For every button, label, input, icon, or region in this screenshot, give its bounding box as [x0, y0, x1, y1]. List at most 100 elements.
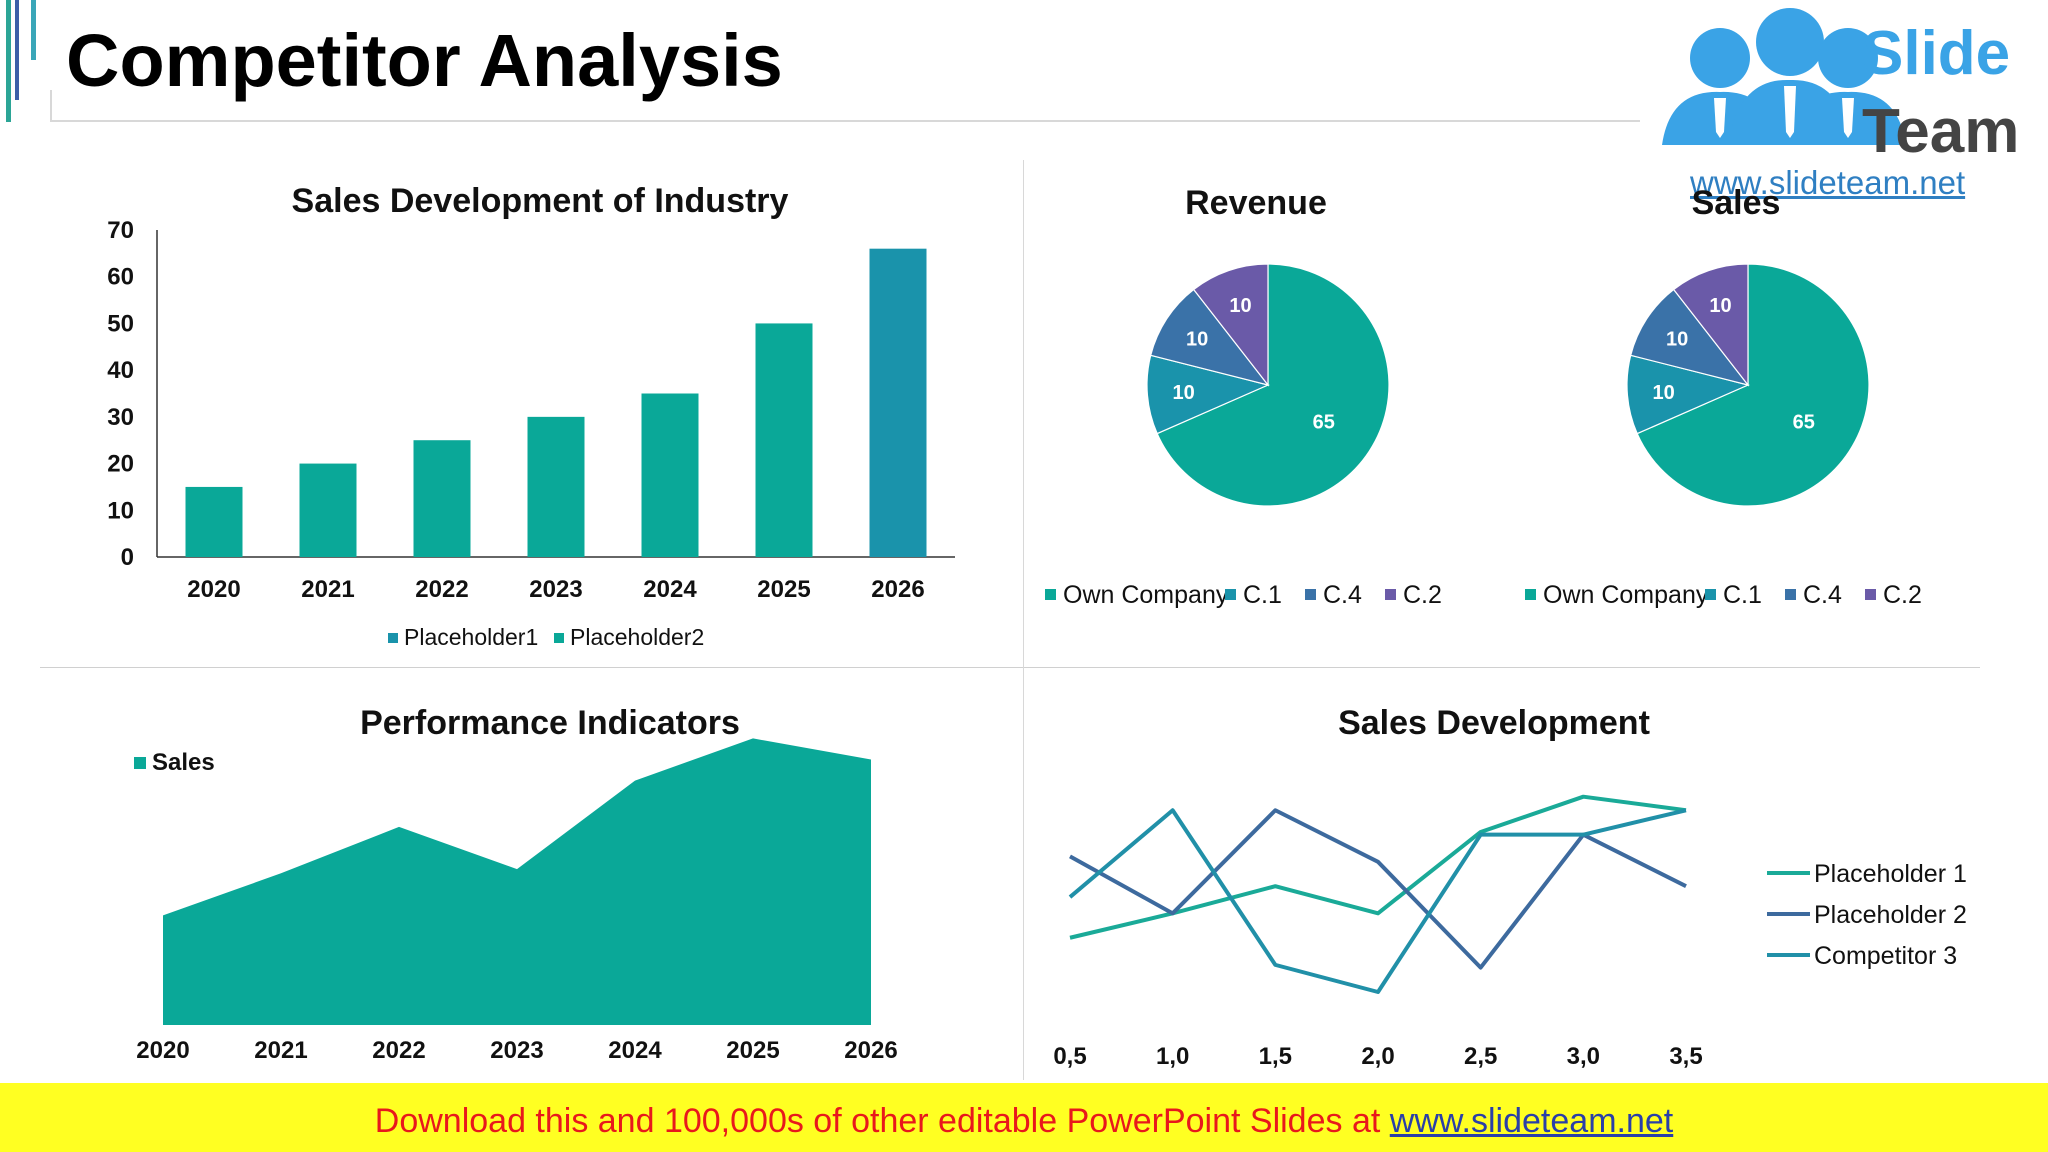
- bar-legend-swatch-1: [388, 633, 398, 643]
- bar-legend-label-2: Placeholder2: [570, 624, 704, 650]
- revenue-pie-data-label-2: 10: [1172, 382, 1194, 404]
- logo-url-link[interactable]: www.slideteam.net: [1690, 164, 1966, 201]
- area-x-tick-label: 2021: [254, 1037, 307, 1064]
- line-x-tick-label: 2,0: [1361, 1043, 1394, 1070]
- revenue-pie-legend-swatch-3: [1305, 589, 1316, 600]
- area-x-tick-label: 2024: [608, 1037, 662, 1064]
- bar-2024-2: [641, 393, 699, 557]
- sales-pie-slice-4: [1672, 263, 1749, 387]
- revenue-pie-slice-1: [1156, 263, 1390, 507]
- bar-2026-1: [869, 248, 927, 557]
- bar-chart-title: Sales Development of Industry: [291, 182, 789, 220]
- banner-message: Download this and 100,000s of other edit…: [374, 1102, 1390, 1140]
- bar-x-tick-label: 2024: [643, 576, 697, 603]
- area-x-tick-label: 2026: [844, 1037, 897, 1064]
- logo-text-slide: Slide: [1862, 19, 2011, 88]
- sales-pie-slice-3: [1629, 288, 1750, 387]
- title-divider-vertical: [50, 90, 52, 122]
- bar-legend-label-1: Placeholder1: [404, 624, 538, 650]
- line-x-tick-label: 2,5: [1464, 1043, 1497, 1070]
- line-x-tick-label: 1,0: [1156, 1043, 1189, 1070]
- sales-pie-legend-label-4: C.2: [1883, 581, 1922, 609]
- revenue-pie-legend-label-2: C.1: [1243, 581, 1282, 609]
- bar-legend-swatch-2: [554, 633, 564, 643]
- bar-2020-2: [185, 486, 243, 557]
- revenue-pie-title: Revenue: [1185, 184, 1327, 222]
- sales-pie-legend-label-3: C.4: [1803, 581, 1842, 609]
- quadrant-divider-horizontal: [40, 667, 1980, 668]
- sales-pie-data-label-1: 65: [1793, 411, 1815, 433]
- sales-pie-legend-swatch-3: [1785, 589, 1796, 600]
- revenue-pie-legend-swatch-2: [1225, 589, 1236, 600]
- slideteam-logo[interactable]: [1640, 0, 2048, 198]
- revenue-pie-data-label-4: 10: [1229, 295, 1251, 317]
- bar-y-tick-label: 10: [107, 497, 134, 524]
- area-x-tick-label: 2020: [136, 1037, 189, 1064]
- bar-y-tick-label: 20: [107, 451, 134, 478]
- logo-text-team: Team: [1862, 97, 2020, 166]
- bar-y-tick-label: 0: [121, 544, 134, 571]
- quadrant-divider-vertical: [1023, 160, 1024, 1080]
- bar-chart: 0 10 20 30 40 50 60 70 2020 2021 2022 2023 2024 2025 2…: [107, 217, 955, 650]
- line-chart: 0,5 1,0 1,5 2,0 2,5 3,0 3,5 Placeholder 1 Placeh…: [1053, 794, 1967, 1070]
- revenue-pie-slice-2: [1146, 354, 1270, 435]
- revenue-pie-legend-swatch-1: [1045, 589, 1056, 600]
- area-legend-swatch: [134, 757, 146, 769]
- revenue-pie-chart: 65 10 10 10 Own Company C.1 C.4 C.2: [1045, 263, 1442, 609]
- line-legend-label-3: Competitor 3: [1814, 942, 1957, 970]
- logo-people-icon: [1662, 8, 1906, 145]
- sales-pie-slice-1: [1636, 263, 1870, 507]
- accent-bar-cyan: [31, 0, 36, 60]
- download-banner: [0, 1083, 2048, 1152]
- bar-x-tick-label: 2023: [529, 576, 582, 603]
- page-title: Competitor Analysis: [66, 19, 783, 102]
- bar-x-tick-label: 2026: [871, 576, 924, 603]
- revenue-pie-slice-4: [1192, 263, 1269, 387]
- bar-y-tick-label: 40: [107, 357, 134, 384]
- revenue-pie-legend-label-1: Own Company: [1063, 581, 1229, 609]
- revenue-pie-legend-label-4: C.2: [1403, 581, 1442, 609]
- bar-2025-2: [755, 323, 813, 557]
- sales-pie-slice-2: [1626, 354, 1750, 435]
- sales-pie-legend-swatch-4: [1865, 589, 1876, 600]
- bar-x-tick-label: 2021: [301, 576, 354, 603]
- revenue-pie-legend-label-3: C.4: [1323, 581, 1362, 609]
- sales-pie-data-label-4: 10: [1709, 295, 1731, 317]
- area-chart: 2020 2021 2022 2023 2024 2025 2026 Sales: [134, 738, 898, 1064]
- line-series-3: [1068, 808, 1687, 994]
- sales-pie-data-label-2: 10: [1652, 382, 1674, 404]
- area-series-sales: [163, 738, 871, 1025]
- sales-pie-legend-swatch-2: [1705, 589, 1716, 600]
- title-divider: [50, 120, 1640, 122]
- line-legend-label-2: Placeholder 2: [1814, 901, 1967, 929]
- line-x-tick-label: 3,5: [1669, 1043, 1702, 1070]
- bar-x-tick-label: 2022: [415, 576, 468, 603]
- accent-bar-teal: [6, 0, 11, 122]
- bar-y-tick-label: 70: [107, 217, 134, 244]
- sales-pie-title: Sales: [1691, 184, 1781, 222]
- line-x-tick-label: 3,0: [1567, 1043, 1600, 1070]
- bar-y-tick-label: 30: [107, 404, 134, 431]
- area-x-tick-label: 2022: [372, 1037, 425, 1064]
- sales-pie-legend-label-1: Own Company: [1543, 581, 1709, 609]
- sales-pie-legend-swatch-1: [1525, 589, 1536, 600]
- download-banner-text: Download this and 100,000s of other edit…: [0, 1102, 2048, 1141]
- area-x-tick-label: 2023: [490, 1037, 543, 1064]
- line-x-tick-label: 0,5: [1053, 1043, 1086, 1070]
- accent-bar-blue: [15, 0, 19, 100]
- bar-2023-2: [527, 416, 585, 557]
- sales-pie-data-label-3: 10: [1666, 329, 1688, 351]
- bar-2022-2: [413, 440, 471, 557]
- line-legend-label-1: Placeholder 1: [1814, 860, 1967, 888]
- banner-link[interactable]: www.slideteam.net: [1389, 1102, 1674, 1140]
- area-legend-label: Sales: [152, 749, 215, 776]
- bar-2021-2: [299, 463, 357, 557]
- sales-pie-chart: 65 10 10 10 Own Company C.1 C.4 C.2: [1525, 263, 1922, 609]
- revenue-pie-slice-3: [1149, 288, 1270, 387]
- bar-y-tick-label: 60: [107, 264, 134, 291]
- area-chart-title: Performance Indicators: [360, 704, 740, 742]
- revenue-pie-data-label-1: 65: [1313, 411, 1335, 433]
- area-x-tick-label: 2025: [726, 1037, 779, 1064]
- sales-pie-legend-label-2: C.1: [1723, 581, 1762, 609]
- bar-x-tick-label: 2025: [757, 576, 810, 603]
